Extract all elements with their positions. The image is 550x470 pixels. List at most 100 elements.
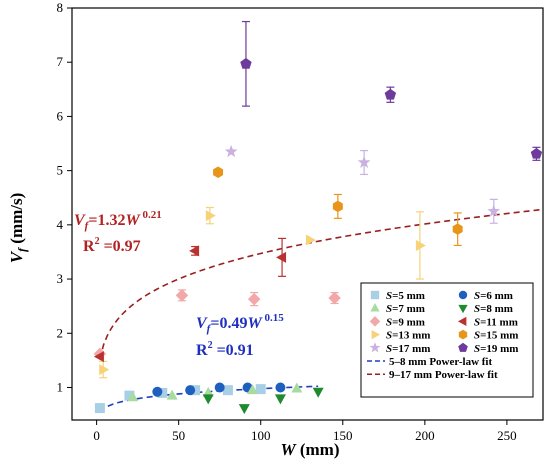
point-series-9 [224, 144, 238, 158]
y-tick-label: 5 [57, 163, 64, 178]
svg-text:R2 =0.97: R2 =0.97 [83, 236, 141, 255]
red-eq-w: W [125, 212, 141, 229]
point-series-10 [530, 147, 543, 159]
point-series-4 [274, 394, 286, 405]
point-series-7 [305, 234, 316, 246]
blue-r2-label: R [196, 342, 208, 359]
blue-eq-coef: =0.49 [210, 315, 247, 332]
legend-marker [369, 316, 381, 327]
y-tick-label: 1 [57, 379, 64, 394]
legend-entry: S=5 mm [386, 290, 425, 302]
red-eq-vf: V [74, 212, 86, 229]
point-series-1 [222, 385, 233, 396]
legend-entry: S=11 mm [474, 316, 518, 328]
blue-r2-value: =0.91 [213, 342, 254, 359]
blue-r2-exp: 2 [208, 340, 213, 351]
legend-marker [458, 304, 468, 314]
x-tick-label: 0 [93, 428, 100, 443]
red-r2-exp: 2 [95, 236, 100, 247]
point-series-4 [202, 394, 214, 405]
y-tick-label: 8 [57, 0, 64, 15]
point-series-2 [214, 382, 225, 393]
x-tick-label: 100 [251, 428, 271, 443]
svg-text:Vf=0.49W 0.15: Vf=0.49W 0.15 [196, 312, 284, 335]
blue-eq-vf: V [196, 315, 208, 332]
legend-entry: S=9 mm [386, 316, 425, 328]
y-tick-label: 2 [57, 325, 64, 340]
x-tick-label: 200 [415, 428, 435, 443]
legend-marker [458, 342, 468, 352]
point-series-3 [247, 384, 259, 395]
legend: S=5 mm S=6 mm S=7 mm S=8 mm S=9 mm S=11 mm S=1… [360, 282, 534, 398]
point-series-5 [175, 289, 189, 302]
point-series-2 [275, 382, 286, 393]
point-series-2 [185, 385, 196, 396]
legend-fit-label: 5–8 mm Power-law fit [389, 356, 492, 368]
legend-marker [370, 303, 380, 312]
data-points [93, 57, 543, 415]
point-series-6 [276, 251, 287, 263]
point-series-10 [240, 57, 252, 69]
red-eq-exp: 0.21 [140, 209, 162, 221]
y-tick-label: 4 [57, 217, 64, 232]
legend-entry: S=13 mm [386, 330, 430, 342]
x-tick-label: 150 [333, 428, 353, 443]
point-series-1 [255, 384, 266, 395]
axes: 0 50 100 150 200 250 1 2 3 4 5 6 7 8 [57, 0, 544, 443]
legend-marker [458, 290, 468, 300]
point-series-8 [332, 200, 343, 213]
legend-entry: S=7 mm [386, 303, 425, 315]
red-fit-equation: Vf=1.32W 0.21 R2 =0.97 [74, 209, 162, 255]
legend-entry: S=8 mm [474, 303, 513, 315]
point-series-1 [124, 390, 135, 401]
point-series-3 [166, 389, 178, 400]
legend-marker [371, 329, 381, 340]
legend-entry: S=15 mm [474, 330, 518, 342]
point-series-6 [189, 245, 200, 257]
x-axis-title: W (mm) [280, 440, 339, 459]
blue-eq-w: W [247, 315, 263, 332]
point-series-3 [127, 391, 139, 402]
point-series-10 [384, 88, 397, 100]
x-tick-label: 250 [497, 428, 517, 443]
y-tick-label: 6 [57, 108, 64, 123]
legend-box [360, 282, 534, 398]
blue-fit-equation: Vf=0.49W 0.15 R2 =0.91 [196, 312, 284, 359]
fit-curve-2 [99, 209, 540, 360]
point-series-7 [99, 364, 110, 376]
legend-marker [457, 316, 467, 327]
point-series-5 [328, 291, 341, 305]
red-r2-value: =0.97 [100, 238, 141, 255]
svg-text:R2 =0.91: R2 =0.91 [196, 340, 254, 359]
point-series-9 [357, 155, 371, 168]
point-series-6 [93, 351, 104, 363]
point-series-7 [415, 239, 426, 251]
legend-fit-label: 9–17 mm Power-law fit [389, 369, 498, 381]
red-r2-label: R [83, 238, 95, 255]
point-series-4 [238, 404, 250, 415]
x-tick-label: 50 [172, 428, 185, 443]
point-series-9 [487, 204, 501, 217]
point-series-4 [312, 387, 324, 398]
red-eq-sub: f [85, 220, 90, 232]
point-series-5 [247, 292, 261, 306]
plot-frame [71, 7, 544, 421]
blue-eq-exp: 0.15 [262, 312, 285, 324]
blue-eq-sub: f [207, 323, 212, 335]
legend-entry: S=19 mm [474, 343, 518, 355]
point-series-8 [213, 166, 224, 179]
legend-marker [369, 342, 381, 353]
legend-marker [458, 329, 468, 340]
point-series-7 [205, 210, 216, 222]
point-series-2 [152, 386, 163, 397]
y-axis-title: Vf (mm/s) [7, 193, 29, 264]
point-series-8 [452, 223, 463, 235]
legend-marker [370, 290, 380, 300]
point-series-3 [291, 382, 303, 393]
legend-entry: S=6 mm [474, 290, 513, 302]
point-series-1 [94, 403, 105, 414]
legend-entry: S=17 mm [386, 343, 430, 355]
point-series-1 [157, 387, 168, 398]
